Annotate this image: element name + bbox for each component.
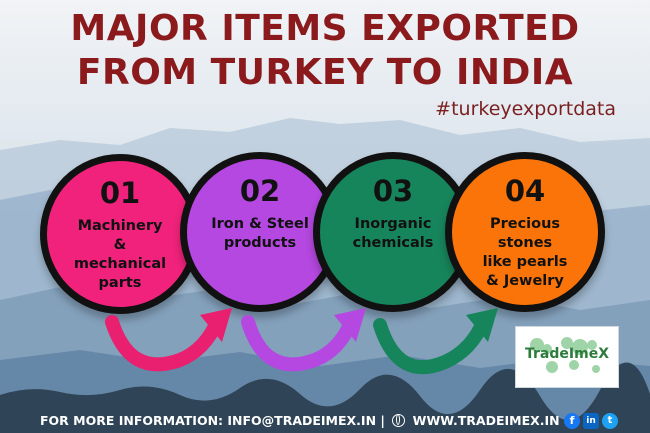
export-item-circle-4: 04 Precious stones like pearls & Jewelry [445,152,605,312]
curved-arrow-icon [241,308,366,372]
export-item-number: 01 [99,176,141,210]
twitter-icon[interactable]: t [602,413,618,429]
footer-info: FOR MORE INFORMATION: INFO@TRADEIMEX.IN … [40,413,385,428]
curved-arrow-icon [105,308,232,372]
hashtag: #turkeyexportdata [435,98,616,120]
logo-text: TradeImeX [525,346,609,362]
footer-website[interactable]: WWW.TRADEIMEX.IN [412,413,560,428]
linkedin-icon[interactable]: in [583,413,599,429]
globe-icon [392,414,406,427]
export-item-label: Iron & Steel products [211,216,309,251]
export-item-label: Inorganic chemicals [352,216,434,251]
footer-bar: FOR MORE INFORMATION: INFO@TRADEIMEX.IN … [0,410,650,433]
export-item-label: Machinery & mechanical parts [73,218,167,291]
curved-arrow-icon [373,308,498,375]
export-item-number: 03 [372,174,414,208]
export-item-number: 04 [504,174,546,208]
export-item-number: 02 [239,174,281,208]
world-map-icon [530,337,600,373]
page-title-line-1: MAJOR ITEMS EXPORTED [70,8,580,49]
facebook-icon[interactable]: f [564,413,580,429]
footer-contact: FOR MORE INFORMATION: INFO@TRADEIMEX.IN … [40,413,560,428]
tradeimex-logo: TradeImeX [515,326,619,388]
page-title-line-2: FROM TURKEY TO INDIA [76,52,574,93]
export-item-label: Precious stones like pearls & Jewelry [482,216,568,289]
export-item-circle-2: 02 Iron & Steel products [180,152,340,312]
